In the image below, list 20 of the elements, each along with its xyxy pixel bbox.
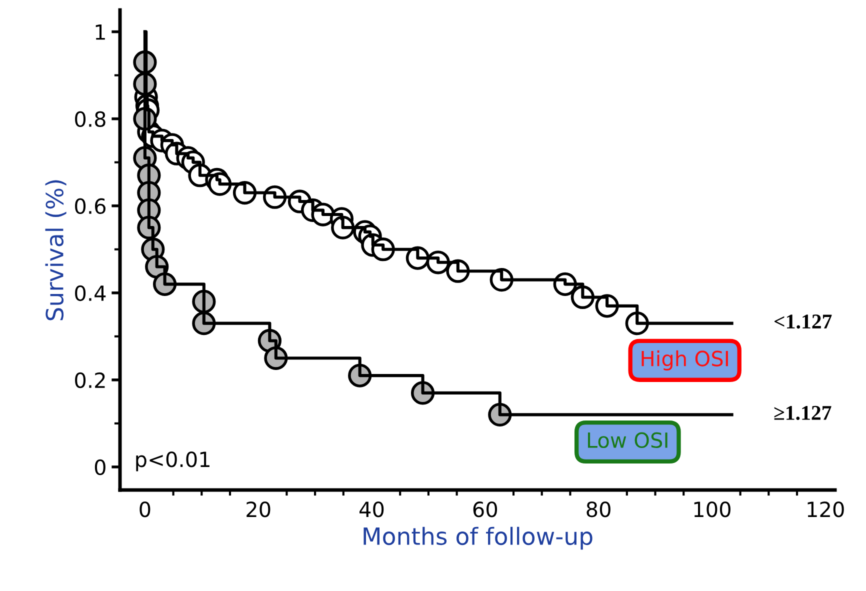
x-axis-title: Months of follow-up — [364, 526, 592, 550]
y-tick-label: 0.4 — [75, 285, 106, 302]
text: <1.127 — [774, 314, 832, 329]
x-tick-label: 100 — [694, 501, 730, 518]
x-tick-label: 20 — [246, 501, 270, 518]
x-tick-label: 40 — [360, 501, 384, 518]
y-tick-label: 0.6 — [75, 198, 106, 214]
y-axis-title: Survival (%) — [45, 180, 66, 320]
y-tick-label: 1 — [96, 24, 105, 40]
annotation: p<0.01 — [136, 451, 210, 472]
x-tick-label: 0 — [140, 501, 150, 518]
annotation: High OSI — [642, 350, 728, 370]
x-tick-label: 120 — [808, 501, 844, 518]
x-tick-label: 60 — [473, 501, 498, 518]
y-tick-label: 0.8 — [75, 111, 106, 128]
x-tick-label: 80 — [586, 501, 610, 518]
annotation: Low OSI — [588, 432, 668, 448]
y-tick-label: 0.2 — [75, 372, 105, 388]
text: ≥1.127 — [774, 406, 832, 420]
y-tick-label: 0 — [94, 459, 106, 476]
